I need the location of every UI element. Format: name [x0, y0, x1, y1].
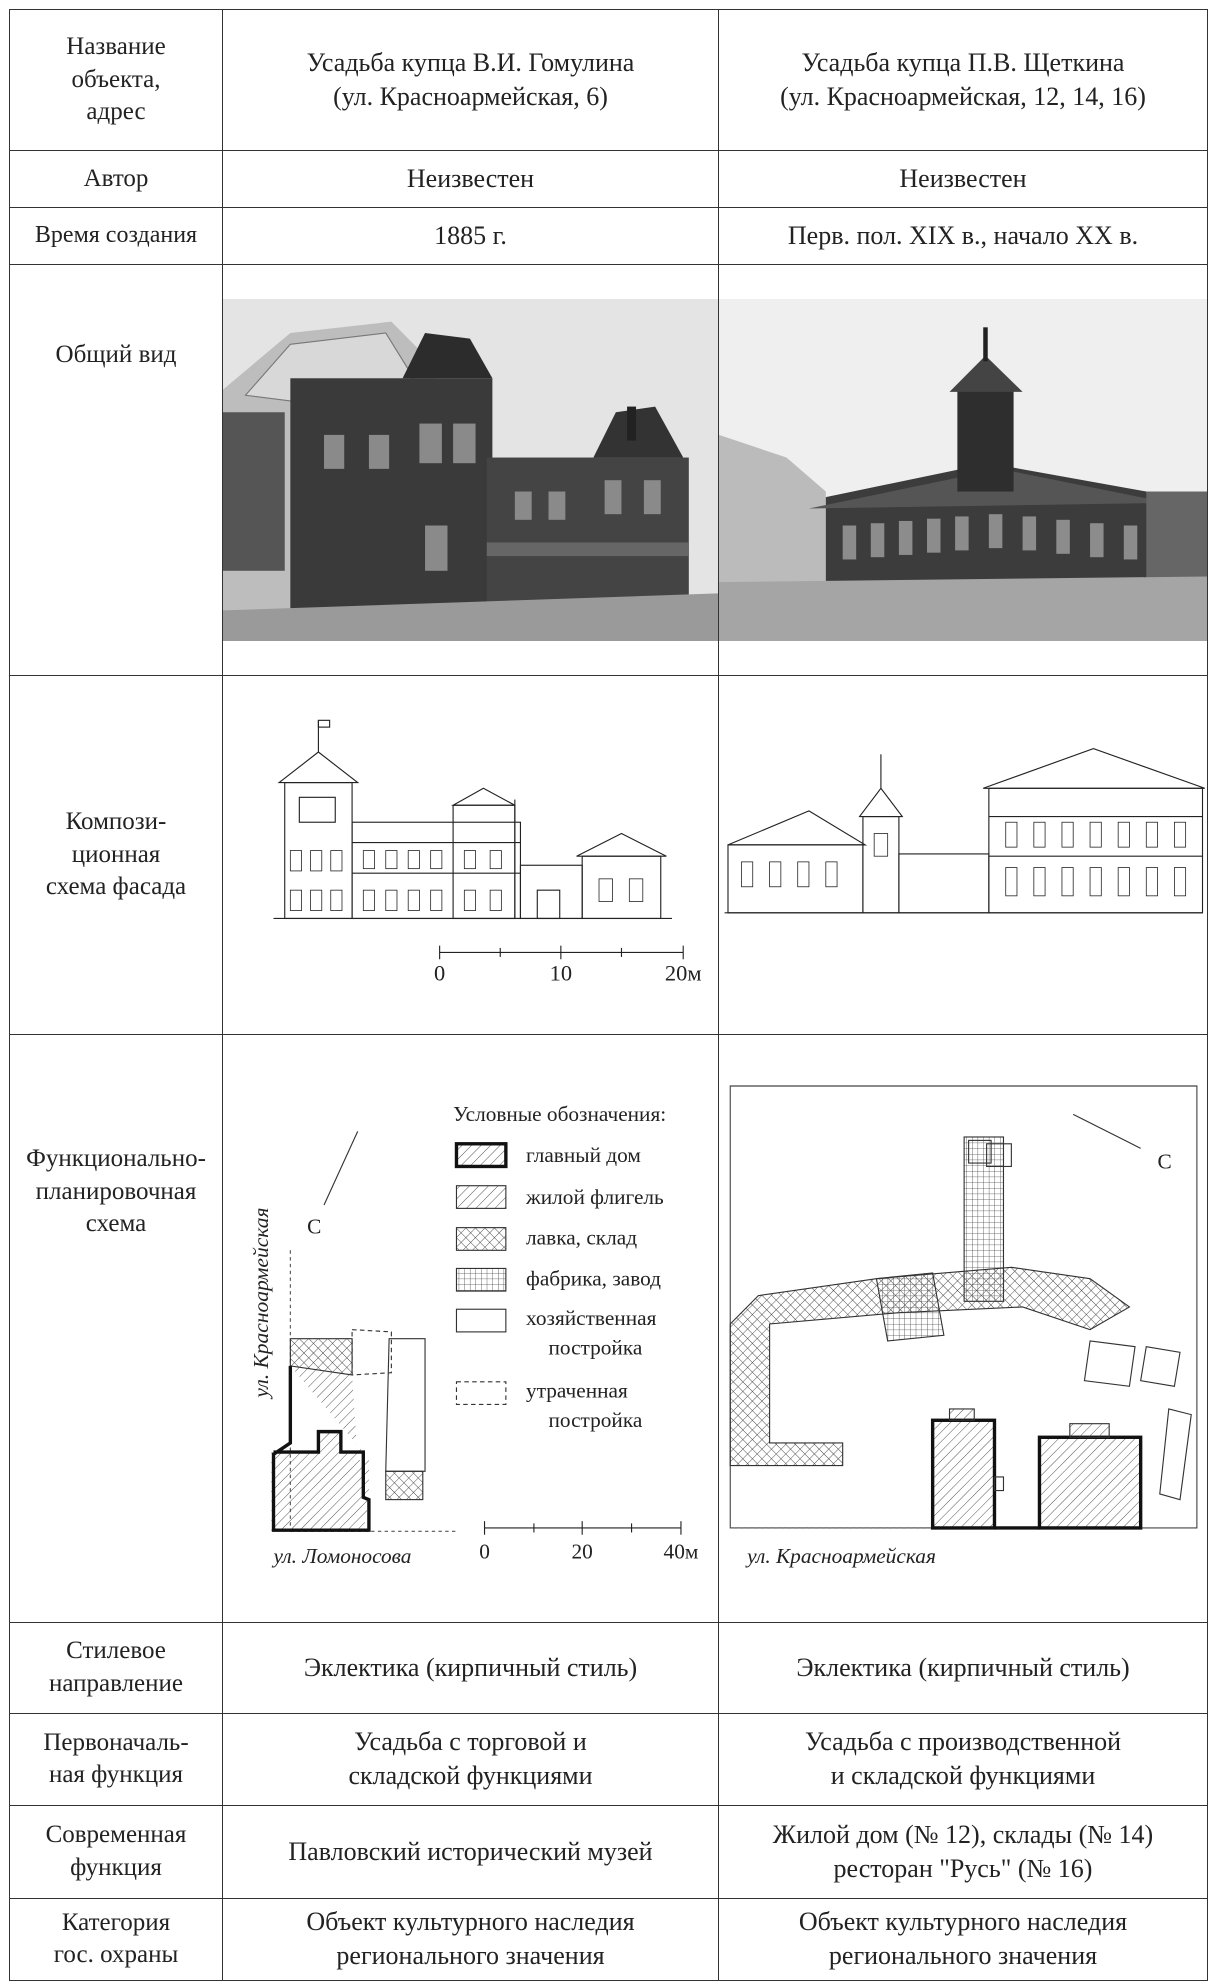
row: Название объекта, адрес Усадьба купца В.…	[9, 9, 1208, 151]
plan-drawing: Условные обозначения: главный дом жилой …	[249, 1102, 699, 1568]
legend-item: утраченная	[526, 1379, 628, 1403]
row: Современная функция Павловский историчес…	[9, 1804, 1208, 1899]
cell: Павловский исторический музей	[222, 1804, 719, 1899]
scale-label: 20	[572, 1539, 593, 1563]
cell: Неизвестен	[718, 150, 1208, 208]
row-label: Общий вид	[9, 264, 223, 676]
row: Функционально- планировочная схема Услов…	[9, 1034, 1208, 1623]
photo-cell	[222, 264, 719, 676]
row: Общий вид	[9, 264, 1208, 676]
cell: Усадьба с производственной и складской ф…	[718, 1712, 1208, 1806]
row: Время создания 1885 г. Перв. пол. XIX в.…	[9, 207, 1208, 265]
drawing-cell: 0 10 20м	[222, 674, 719, 1036]
photo-cell	[718, 264, 1208, 676]
page: Название объекта, адрес Усадьба купца В.…	[9, 9, 1208, 1981]
row-label: Компози- ционная схема фасада	[9, 674, 223, 1036]
legend-item: фабрика, завод	[526, 1266, 661, 1290]
cell: Эклектика (кирпичный стиль)	[718, 1621, 1208, 1714]
row-label: Первоначаль- ная функция	[9, 1712, 223, 1806]
row-label: Категория гос. охраны	[9, 1897, 223, 1981]
row: Автор Неизвестен Неизвестен	[9, 150, 1208, 208]
street-label: ул. Красноармейская	[745, 1544, 936, 1568]
legend-item: лавка, склад	[526, 1226, 637, 1250]
photo	[719, 298, 1207, 641]
north-label: С	[1158, 1150, 1172, 1174]
drawing-cell	[718, 674, 1208, 1036]
street-label: ул. Ломоносова	[272, 1544, 412, 1568]
facade-drawing: 0 10 20м	[273, 720, 702, 986]
row: Стилевое направление Эклектика (кирпичны…	[9, 1621, 1208, 1714]
row-label: Название объекта, адрес	[9, 9, 223, 151]
cell: Перв. пол. XIX в., начало XX в.	[718, 207, 1208, 265]
scale-label: 0	[434, 961, 445, 986]
facade-drawing	[724, 748, 1205, 914]
row-label: Функционально- планировочная схема	[9, 1034, 223, 1623]
scale-label: 20м	[665, 961, 702, 986]
cell: Усадьба с торговой и складской функциями	[222, 1712, 719, 1806]
legend-item: постройка	[549, 1408, 643, 1432]
scale-label: 10	[550, 961, 572, 986]
cell: Объект культурного наследия региональног…	[222, 1897, 719, 1981]
cell: Неизвестен	[222, 150, 719, 208]
row-label: Время создания	[9, 207, 223, 265]
cell: Усадьба купца П.В. Щеткина (ул. Красноар…	[718, 9, 1208, 151]
photo	[223, 298, 718, 641]
cell: Жилой дом (№ 12), склады (№ 14) ресторан…	[718, 1804, 1208, 1899]
street-label: ул. Красноармейская	[249, 1207, 273, 1399]
legend-item: главный дом	[526, 1143, 641, 1167]
legend-item: жилой флигель	[525, 1185, 664, 1209]
cell: Эклектика (кирпичный стиль)	[222, 1621, 719, 1714]
row-label: Современная функция	[9, 1804, 223, 1899]
legend-item: хозяйственная	[526, 1306, 656, 1330]
cell: 1885 г.	[222, 207, 719, 265]
north-label: С	[307, 1214, 321, 1238]
drawing-cell: Условные обозначения: главный дом жилой …	[222, 1034, 719, 1623]
legend-item: постройка	[549, 1335, 643, 1359]
scale-label: 40м	[664, 1539, 699, 1563]
cell: Усадьба купца В.И. Гомулина (ул. Красноа…	[222, 9, 719, 151]
plan-drawing: С ул.	[729, 1085, 1198, 1568]
legend-title: Условные обозначения:	[453, 1102, 666, 1126]
scale-label: 0	[479, 1539, 490, 1563]
row: Компози- ционная схема фасада	[9, 674, 1208, 1036]
row: Категория гос. охраны Объект культурного…	[9, 1897, 1208, 1981]
drawing-cell: С ул.	[718, 1034, 1208, 1623]
row: Первоначаль- ная функция Усадьба с торго…	[9, 1712, 1208, 1806]
info-table: Название объекта, адрес Усадьба купца В.…	[9, 9, 1208, 1981]
cell: Объект культурного наследия региональног…	[718, 1897, 1208, 1981]
row-label: Автор	[9, 150, 223, 208]
row-label: Стилевое направление	[9, 1621, 223, 1714]
